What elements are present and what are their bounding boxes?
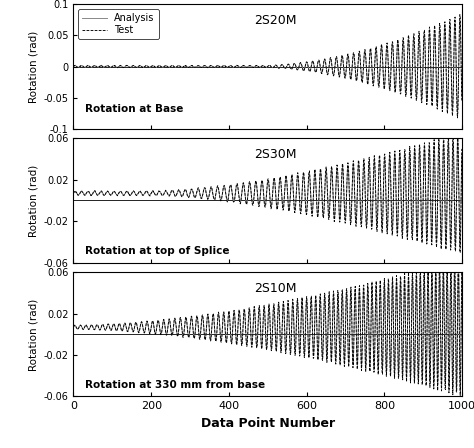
Test (457, 12, 463, 17)
Analysis (381, 72, 386, 77)
Analysis (459, 94, 465, 99)
Y-axis label: Rotation (rad): Rotation (rad) (28, 164, 38, 237)
Analysis (457, 18, 463, 24)
Test (455, 115, 460, 121)
Y-axis label: Rotation (rad): Rotation (rad) (28, 30, 38, 103)
Test (228, 63, 233, 68)
Test (381, 73, 386, 78)
Text: Rotation at top of Splice: Rotation at top of Splice (85, 246, 229, 256)
Text: 2S30M: 2S30M (255, 148, 297, 161)
Test (459, 98, 465, 103)
Analysis (337, 69, 343, 75)
Analysis (71, 64, 76, 69)
Test (71, 64, 76, 69)
Analysis (228, 63, 233, 69)
Line: Analysis: Analysis (73, 21, 462, 112)
Test (242, 63, 247, 69)
Test (110, 64, 116, 69)
Legend: Analysis, Test: Analysis, Test (78, 9, 159, 39)
X-axis label: Data Point Number: Data Point Number (201, 417, 335, 430)
Line: Test: Test (73, 15, 462, 118)
Analysis (110, 63, 116, 69)
Analysis (242, 63, 247, 69)
Text: 2S10M: 2S10M (255, 282, 297, 295)
Test (374, 44, 379, 49)
Y-axis label: Rotation (rad): Rotation (rad) (28, 298, 38, 370)
Test (337, 70, 343, 76)
Analysis (374, 47, 379, 52)
Text: Rotation at 330 mm from base: Rotation at 330 mm from base (85, 380, 265, 390)
Text: 2S20M: 2S20M (255, 14, 297, 27)
Text: Rotation at Base: Rotation at Base (85, 103, 183, 114)
Analysis (455, 109, 460, 115)
